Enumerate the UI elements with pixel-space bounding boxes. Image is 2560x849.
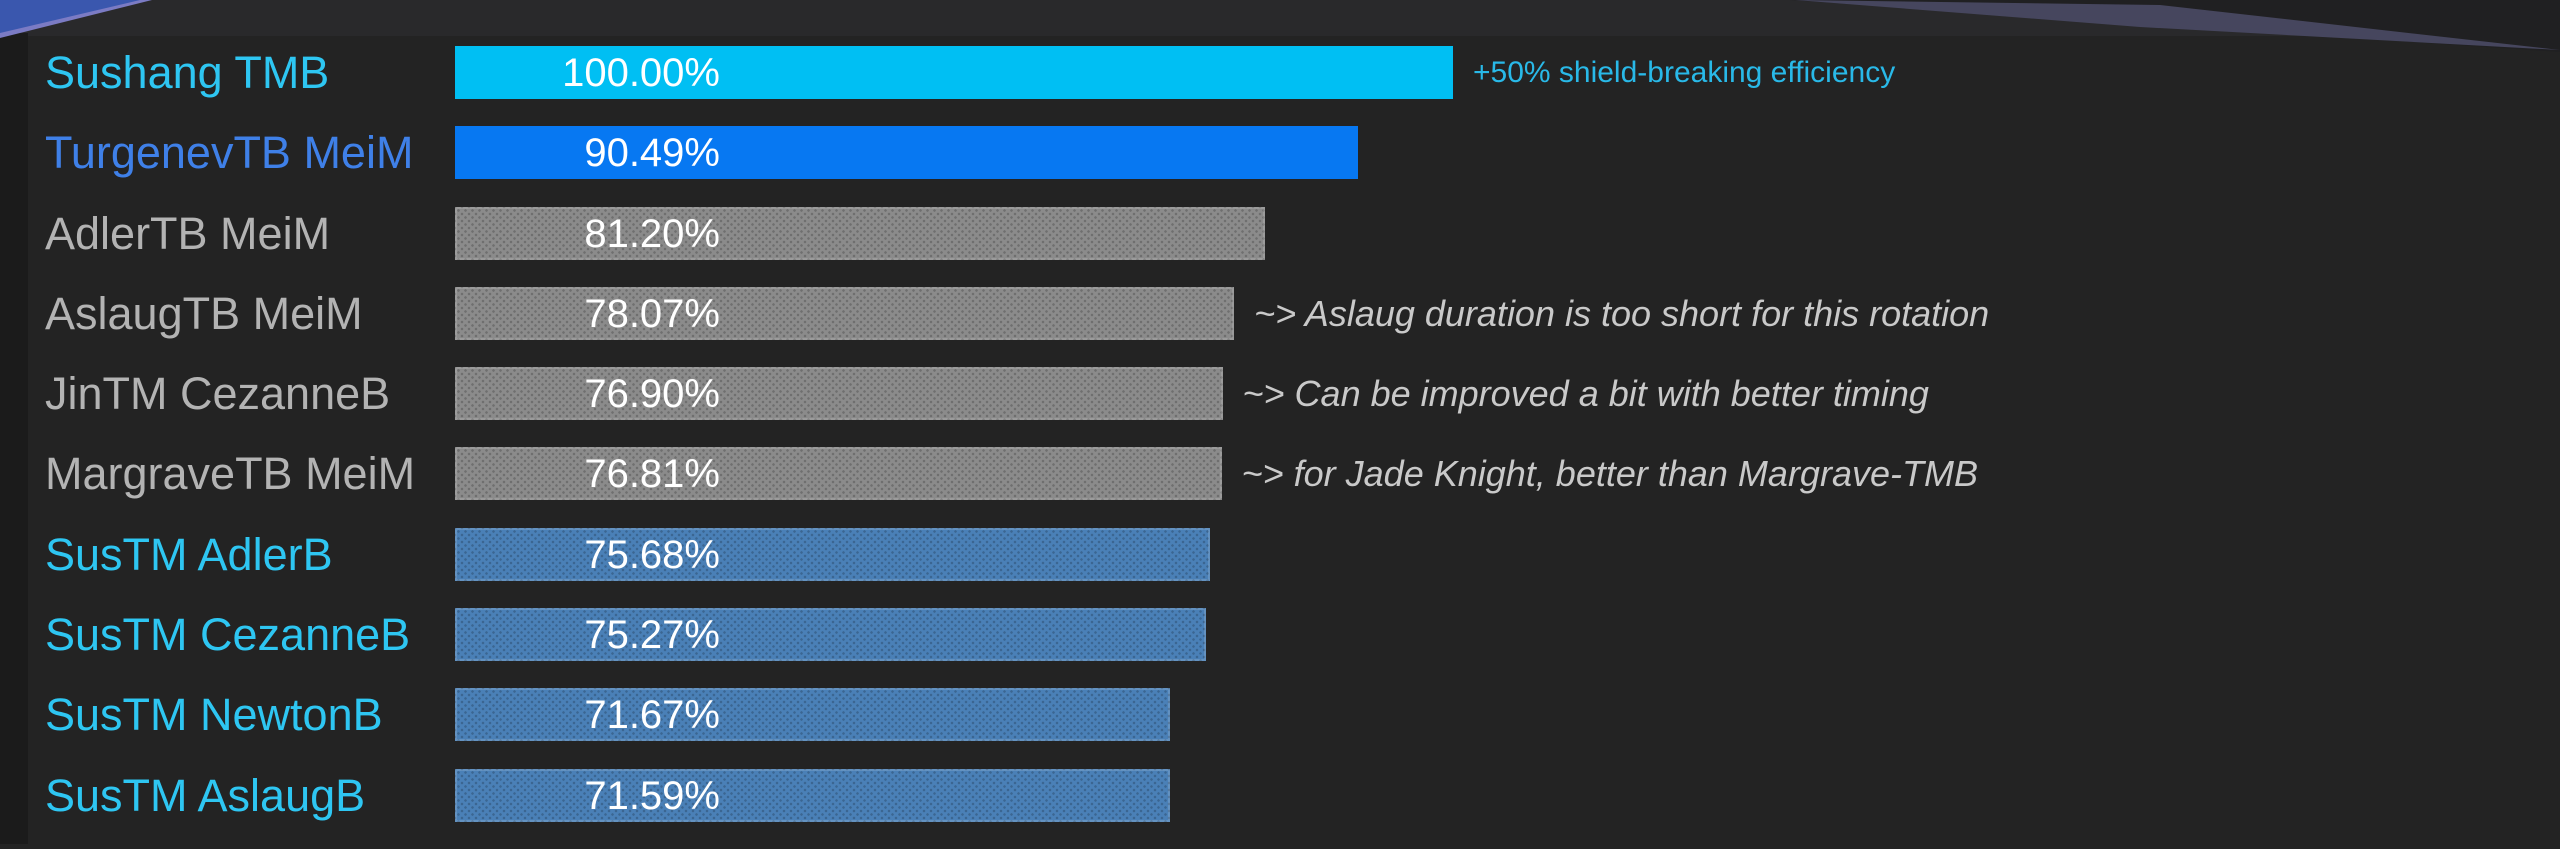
bar: 76.81% <box>455 447 1222 501</box>
chart-row: Sushang TMB 100.00% +50% shield-breaking… <box>0 46 2560 126</box>
row-label: SusTM NewtonB <box>45 689 383 741</box>
chart-row: JinTM CezanneB 76.90% ~> Can be improved… <box>0 367 2560 447</box>
chart-row: SusTM AdlerB 75.68% <box>0 527 2560 608</box>
bar-value-label: 76.90% <box>584 372 720 417</box>
bar-value-label: 71.67% <box>584 693 720 738</box>
row-label: MargraveTB MeiM <box>45 448 416 500</box>
chart-row: SusTM CezanneB 75.27% <box>0 608 2560 688</box>
row-annotation: ~> Aslaug duration is too short for this… <box>1254 292 1990 334</box>
bar: 81.20% <box>455 206 1266 260</box>
blue-corner-triangle <box>0 0 140 33</box>
row-label: SusTM AdlerB <box>45 528 333 580</box>
bar-value-label: 75.27% <box>584 613 720 658</box>
chart-row: TurgenevTB MeiM 90.49% <box>0 126 2560 206</box>
bar-value-label: 100.00% <box>562 51 720 95</box>
row-label: AdlerTB MeiM <box>45 207 331 259</box>
bar-value-label: 75.68% <box>584 532 720 577</box>
row-annotation: ~> for Jade Knight, better than Margrave… <box>1241 453 1978 495</box>
chart-row: AdlerTB MeiM 81.20% <box>0 206 2560 287</box>
chart-row: SusTM AslaugB 71.59% <box>0 768 2560 849</box>
bar: 75.27% <box>455 608 1207 662</box>
row-annotation: ~> Can be improved a bit with better tim… <box>1242 373 1929 415</box>
slate-wedge-decoration <box>1795 0 2560 50</box>
bar: 71.59% <box>455 768 1170 822</box>
bar: 78.07% <box>455 286 1235 340</box>
bar-value-label: 76.81% <box>584 452 720 497</box>
bar: 71.67% <box>455 688 1171 742</box>
row-annotation: +50% shield-breaking efficiency <box>1473 56 1896 89</box>
bar-value-label: 78.07% <box>584 291 720 336</box>
row-label: SusTM CezanneB <box>45 609 411 661</box>
row-label: AslaugTB MeiM <box>45 287 363 339</box>
bar: 75.68% <box>455 527 1211 581</box>
bar: 90.49% <box>455 126 1359 180</box>
row-label: SusTM AslaugB <box>45 769 366 821</box>
bar-chart: Sushang TMB 100.00% +50% shield-breaking… <box>0 46 2560 849</box>
chart-row: AslaugTB MeiM 78.07% ~> Aslaug duration … <box>0 286 2560 367</box>
bar-value-label: 81.20% <box>584 211 720 256</box>
row-label: JinTM CezanneB <box>45 368 391 420</box>
bar: 76.90% <box>455 367 1223 421</box>
bar-value-label: 90.49% <box>584 131 720 176</box>
row-label: Sushang TMB <box>45 47 330 98</box>
top-band <box>0 0 2560 36</box>
purple-edge-triangle <box>0 0 152 38</box>
chart-row: MargraveTB MeiM 76.81% ~> for Jade Knigh… <box>0 447 2560 527</box>
row-label: TurgenevTB MeiM <box>45 127 414 179</box>
chart-row: SusTM NewtonB 71.67% <box>0 688 2560 768</box>
top-right-corner-triangle <box>1790 0 2560 52</box>
bar-value-label: 71.59% <box>584 773 720 818</box>
bar: 100.00% <box>455 46 1453 99</box>
